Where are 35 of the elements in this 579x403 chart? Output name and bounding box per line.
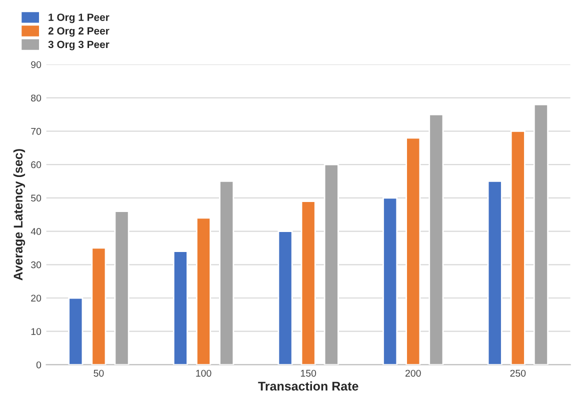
- y-axis-title: Average Latency (sec): [13, 149, 26, 280]
- legend-label: 2 Org 2 Peer: [48, 27, 110, 37]
- bar: [196, 217, 212, 365]
- x-tick-label: 250: [510, 370, 526, 377]
- y-tick-label: 10: [31, 328, 42, 335]
- bar: [91, 247, 106, 365]
- bar: [428, 114, 444, 365]
- y-tick-label: 70: [31, 128, 42, 135]
- bar: [510, 130, 526, 365]
- y-tick-label: 20: [31, 294, 42, 302]
- bar: [324, 164, 339, 365]
- y-tick-label: 90: [31, 61, 42, 68]
- x-tick-label: 100: [196, 370, 212, 377]
- y-tick-label: 80: [31, 94, 42, 102]
- bar: [487, 180, 502, 365]
- bar: [172, 250, 188, 365]
- legend-label: 3 Org 3 Peer: [48, 40, 110, 50]
- bar: [300, 200, 316, 365]
- bar: [219, 180, 234, 365]
- y-tick-label: 40: [30, 228, 42, 235]
- y-tick-label: 30: [31, 261, 42, 268]
- bar: [68, 297, 84, 365]
- bar: [406, 137, 421, 365]
- bar: [278, 230, 293, 365]
- x-tick-label: 150: [300, 370, 316, 377]
- legend-label: 1 Org 1 Peer: [48, 14, 110, 24]
- y-tick-label: 50: [31, 194, 42, 202]
- x-tick-label: 200: [405, 370, 421, 377]
- y-tick-label: 0: [36, 361, 42, 368]
- bar: [114, 210, 130, 365]
- bar: [533, 104, 548, 365]
- y-tick-label: 60: [31, 161, 42, 168]
- x-axis-title: Transaction Rate: [258, 381, 358, 391]
- x-tick-label: 50: [94, 370, 104, 377]
- bar: [382, 197, 398, 365]
